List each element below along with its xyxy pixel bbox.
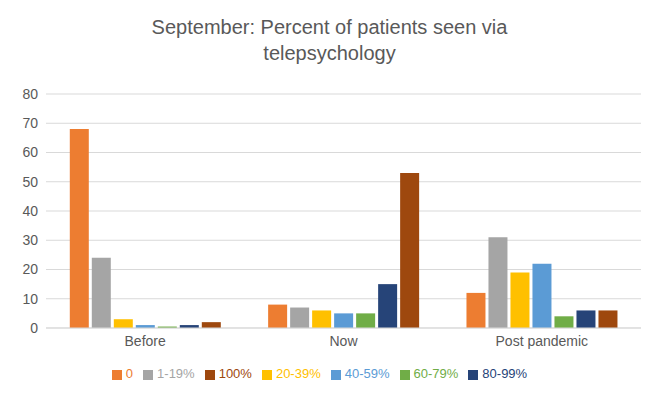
svg-text:20: 20: [22, 261, 38, 277]
svg-text:60: 60: [22, 144, 38, 160]
svg-text:10: 10: [22, 291, 38, 307]
svg-text:70: 70: [22, 115, 38, 131]
svg-text:80: 80: [22, 86, 38, 102]
html-text:September: Percent of patients: September: Percent of patients seen via …: [151, 16, 508, 64]
svg-text:40: 40: [22, 203, 38, 219]
html-text:100%: 100%: [218, 366, 252, 381]
svg-text:Now: Now: [329, 333, 358, 349]
svg-text:Post pandemic: Post pandemic: [496, 333, 589, 349]
svg-text:50: 50: [22, 174, 38, 190]
html-text:1-19%: 1-19%: [157, 366, 195, 381]
html-text:80-99%: 80-99%: [482, 366, 528, 381]
svg-text:30: 30: [22, 232, 38, 248]
html-text:20-39%: 20-39%: [275, 366, 321, 381]
html-text:0: 0: [125, 366, 134, 381]
html-text:60-79%: 60-79%: [413, 366, 459, 381]
svg-text:Before: Before: [125, 333, 166, 349]
svg-text:0: 0: [30, 320, 38, 336]
html-text:40-59%: 40-59%: [344, 366, 390, 381]
